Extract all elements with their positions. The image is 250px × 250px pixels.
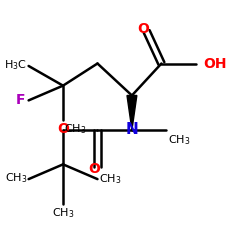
Text: CH$_3$: CH$_3$ — [99, 172, 121, 186]
Text: O: O — [137, 22, 149, 36]
Text: CH$_3$: CH$_3$ — [168, 134, 190, 147]
Text: N: N — [126, 122, 138, 138]
Text: OH: OH — [203, 56, 227, 70]
Polygon shape — [127, 96, 137, 130]
Text: CH$_3$: CH$_3$ — [52, 206, 74, 220]
Text: O: O — [57, 122, 69, 136]
Text: CH$_3$: CH$_3$ — [5, 171, 27, 185]
Text: O: O — [88, 162, 100, 176]
Text: F: F — [16, 94, 25, 108]
Text: H$_3$C: H$_3$C — [4, 58, 27, 72]
Text: CH$_3$: CH$_3$ — [64, 122, 87, 136]
